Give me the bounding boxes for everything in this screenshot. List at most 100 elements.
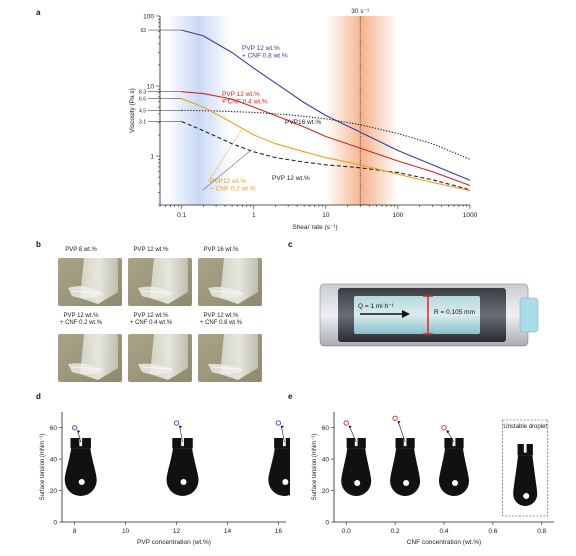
droplet-image <box>268 438 290 496</box>
y-axis-title: Surface tension (mNm⁻¹) <box>40 434 46 501</box>
data-point <box>72 425 78 431</box>
series-label-leader <box>207 128 243 183</box>
arrowhead-icon <box>446 430 450 434</box>
y-tick-label: 10 <box>147 84 155 91</box>
arrowhead-icon <box>77 430 81 434</box>
droplet-image <box>439 438 469 496</box>
y-axis-title: Viscosity (Pa s) <box>129 88 136 133</box>
point-arrow <box>446 430 455 443</box>
flow-rate-label: Q = 1 ml h⁻¹ <box>358 303 395 310</box>
x-tick-label: 0.8 <box>537 528 546 535</box>
surface-tension-cnf-chart: 0.0 0.2 0.4 0.6 0.8 0 20 40 60 CNF concentration … <box>312 412 554 546</box>
x-tick-label: 10 <box>122 528 130 535</box>
nozzle-schematic: Q = 1 ml h⁻¹ R = 0.105 mm <box>319 283 539 347</box>
nozzle-photo <box>128 258 192 306</box>
droplet-image <box>390 438 421 496</box>
y-value-label: 3.1 <box>139 120 146 126</box>
y-tick-label: 60 <box>322 425 330 432</box>
data-point <box>173 420 180 426</box>
x-axis-title: Shear rate (s⁻¹) <box>292 224 337 231</box>
photo-caption: PVP 12 wt.% + CNF 0.2 wt.% <box>59 313 103 326</box>
point-arrow <box>397 421 406 443</box>
radius-label: R = 0.105 mm <box>434 309 475 316</box>
y-value-label: 6.6 <box>139 97 146 103</box>
viscosity-chart: 0.1 1 10 100 1000 100 10 1 63 8.36.6 4.5 3.1 Shear r… <box>129 8 478 231</box>
x-axis-title: CNF concentration (wt.%) <box>407 539 481 546</box>
y-value-label: 4.5 <box>139 108 146 114</box>
x-tick-label: 12 <box>173 528 181 535</box>
unstable-droplet-image <box>513 444 538 506</box>
x-tick-label: 0.0 <box>342 528 351 535</box>
series-line-0 <box>181 29 471 181</box>
x-tick-label: 0.6 <box>488 528 497 535</box>
y-tick-label: 40 <box>322 456 330 463</box>
surface-tension-pvp-chart: 8 10 12 14 16 0 20 40 60 PVP concentration (wt.%)… <box>40 412 290 546</box>
droplet-image <box>166 438 199 496</box>
y-value-label: 63 <box>140 28 146 34</box>
x-tick-label: 8 <box>73 528 77 535</box>
photo-caption: PVP 12 wt.% <box>133 247 169 253</box>
x-tick-label: 1 <box>252 212 256 219</box>
arrowhead-icon <box>348 425 352 429</box>
series-line-2 <box>181 109 471 160</box>
photo-caption: PVP 16 wt.% <box>203 247 239 253</box>
data-point <box>392 415 398 421</box>
nozzle-photo <box>198 258 262 306</box>
y-axis-title: Surface tension (mNm⁻¹) <box>312 434 318 501</box>
reference-shear-label: 30 s⁻¹ <box>351 8 370 15</box>
series-line-1 <box>181 91 471 187</box>
photo-caption: PVP 12 wt.% + CNF 0.8 wt.% <box>199 313 243 326</box>
panel-label-c: c <box>288 240 293 249</box>
y-tick-label: 20 <box>50 488 58 495</box>
nozzle-photo <box>128 334 192 382</box>
data-point <box>343 420 349 426</box>
series-label: PVP16 wt.% <box>285 119 321 126</box>
y-tick-label: 0 <box>53 519 57 526</box>
x-tick-label: 0.4 <box>439 528 448 535</box>
y-tick-label: 0 <box>325 519 329 526</box>
droplet-image <box>64 438 97 496</box>
unstable-droplet-box <box>502 419 549 517</box>
arrowhead-icon <box>397 420 401 424</box>
x-tick-label: 100 <box>392 212 403 219</box>
point-arrow <box>179 425 183 443</box>
series-label: PVP 12 wt.% <box>272 175 310 182</box>
series-line-3 <box>181 121 471 191</box>
panel-label-b: b <box>36 240 41 249</box>
y-tick-label: 1 <box>150 154 154 161</box>
photo-caption: PVP 8 wt.% <box>65 247 97 253</box>
arrowhead-icon <box>179 425 183 429</box>
x-tick-label: 0.2 <box>391 528 400 535</box>
flow-arrowhead-icon <box>402 310 410 318</box>
series-line-4 <box>181 98 471 192</box>
panel-label-d: d <box>36 392 41 401</box>
data-point <box>275 420 282 426</box>
x-tick-label: 16 <box>275 528 283 535</box>
x-axis-title: PVP concentration (wt.%) <box>137 539 211 546</box>
x-tick-label: 10 <box>322 212 330 219</box>
panel-label-a: a <box>36 8 41 17</box>
y-tick-label: 60 <box>50 425 58 432</box>
x-tick-label: 14 <box>224 528 232 535</box>
point-arrow <box>348 425 357 443</box>
nozzle-photo <box>198 334 262 382</box>
y-tick-label: 100 <box>143 14 154 21</box>
photo-caption: PVP 12 wt.% + CNF 0.4 wt.% <box>129 313 173 326</box>
series-label: PVP 12 wt.% + CNF 0.8 wt.% <box>242 45 288 59</box>
y-tick-label: 20 <box>322 488 330 495</box>
series-label: PVP12 wt.% + CNF 0.2 wt.% <box>210 178 256 192</box>
series-label-leader <box>221 98 233 101</box>
x-tick-label: 1000 <box>463 212 478 219</box>
series-label-leader <box>202 150 251 191</box>
point-arrow <box>281 425 285 443</box>
unstable-droplet-label: Unstable droplet <box>503 424 547 430</box>
nozzle-photo <box>58 334 122 382</box>
printing-shear-band <box>325 16 398 205</box>
data-point <box>441 425 447 431</box>
y-value-label: 8.3 <box>139 90 146 96</box>
y-tick-label: 40 <box>50 456 58 463</box>
droplet-image <box>341 438 372 496</box>
x-tick-label: 0.1 <box>177 212 186 219</box>
series-label: PVP 12 wt.% + CNF 0.4 wt.% <box>222 91 268 105</box>
fluid-channel <box>354 296 480 334</box>
